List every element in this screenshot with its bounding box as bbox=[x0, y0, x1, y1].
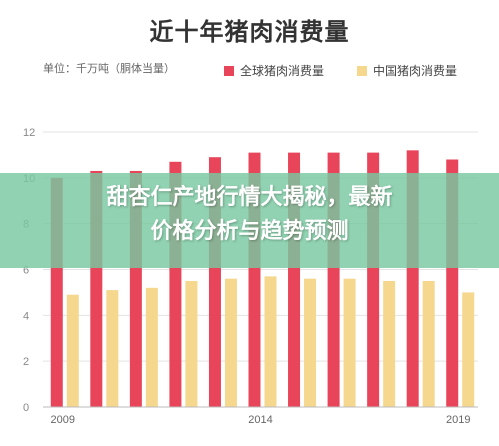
bar-china bbox=[343, 278, 356, 407]
banner-text: 甜杏仁产地行情大揭秘，最新 价格分析与趋势预测 bbox=[0, 180, 499, 248]
bar-china bbox=[185, 280, 198, 407]
legend-item-global: 全球猪肉消费量 bbox=[224, 62, 324, 79]
legend-swatch-china bbox=[357, 65, 367, 76]
y-tick-label: 2 bbox=[23, 356, 29, 368]
bar-china bbox=[224, 278, 237, 407]
y-tick-label: 12 bbox=[23, 127, 35, 139]
y-tick-label: 0 bbox=[23, 402, 29, 414]
legend-label-china: 中国猪肉消费量 bbox=[373, 64, 458, 78]
bar-china bbox=[383, 280, 396, 407]
y-tick-label: 4 bbox=[23, 310, 29, 322]
x-tick-label: 2014 bbox=[248, 414, 272, 426]
legend-swatch-global bbox=[224, 65, 234, 76]
x-tick-label: 2009 bbox=[51, 414, 75, 426]
bar-china bbox=[264, 276, 277, 407]
bar-china bbox=[145, 287, 158, 407]
y-tick-label: 6 bbox=[23, 265, 29, 277]
legend-label-global: 全球猪肉消费量 bbox=[240, 64, 325, 78]
bar-china bbox=[106, 290, 119, 407]
unit-label: 单位：千万吨（胴体当量） bbox=[43, 63, 175, 75]
banner-line-2: 价格分析与趋势预测 bbox=[150, 218, 349, 243]
legend-item-china: 中国猪肉消费量 bbox=[357, 62, 457, 79]
overlay-banner bbox=[0, 173, 499, 268]
bar-china bbox=[422, 280, 435, 407]
x-tick-label: 2019 bbox=[446, 414, 470, 426]
bar-china bbox=[462, 292, 475, 407]
chart-title: 近十年猪肉消费量 bbox=[149, 19, 350, 46]
banner-line-1: 甜杏仁产地行情大揭秘，最新 bbox=[106, 184, 393, 209]
bar-china bbox=[66, 294, 79, 407]
bar-china bbox=[304, 278, 317, 407]
